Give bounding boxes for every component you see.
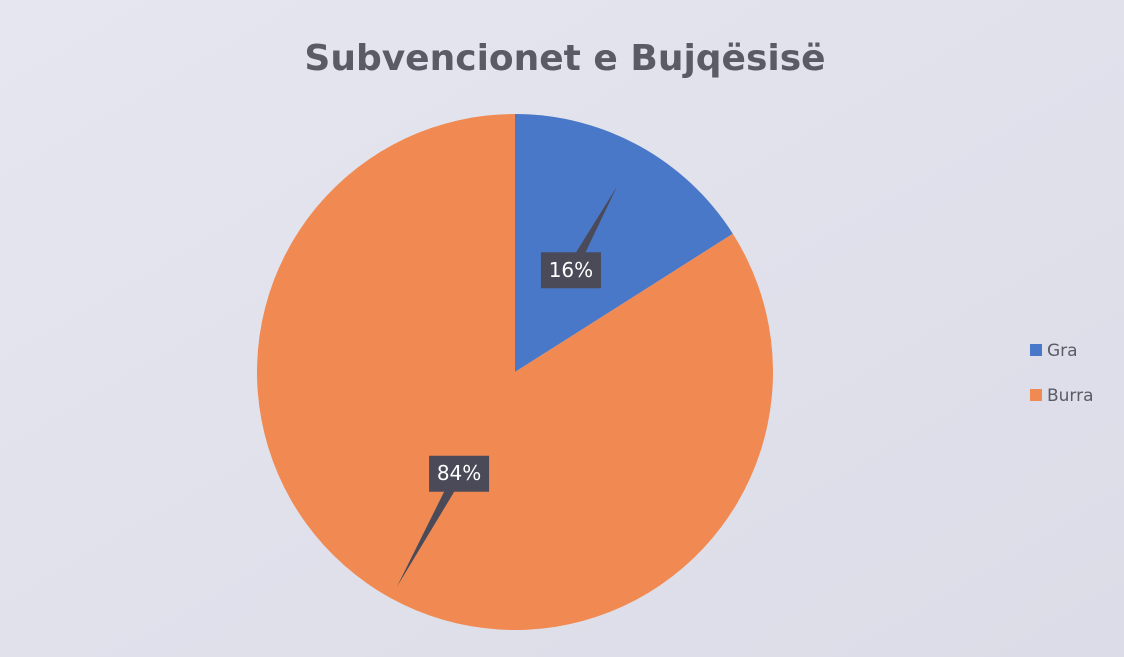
label-box — [429, 455, 490, 492]
data-label: 84% — [437, 461, 481, 485]
legend-swatch — [1030, 389, 1042, 401]
pie-slice — [257, 114, 773, 630]
legend-label: Burra — [1047, 386, 1094, 406]
label-box — [540, 252, 601, 289]
label-leader — [564, 186, 617, 271]
legend-swatch — [1030, 344, 1042, 356]
label-leader — [396, 473, 466, 587]
legend-label: Gra — [1047, 341, 1078, 361]
pie-slice — [515, 114, 733, 372]
chart-title: Subvencionet e Bujqësisë — [304, 38, 825, 79]
data-label: 16% — [549, 258, 593, 282]
